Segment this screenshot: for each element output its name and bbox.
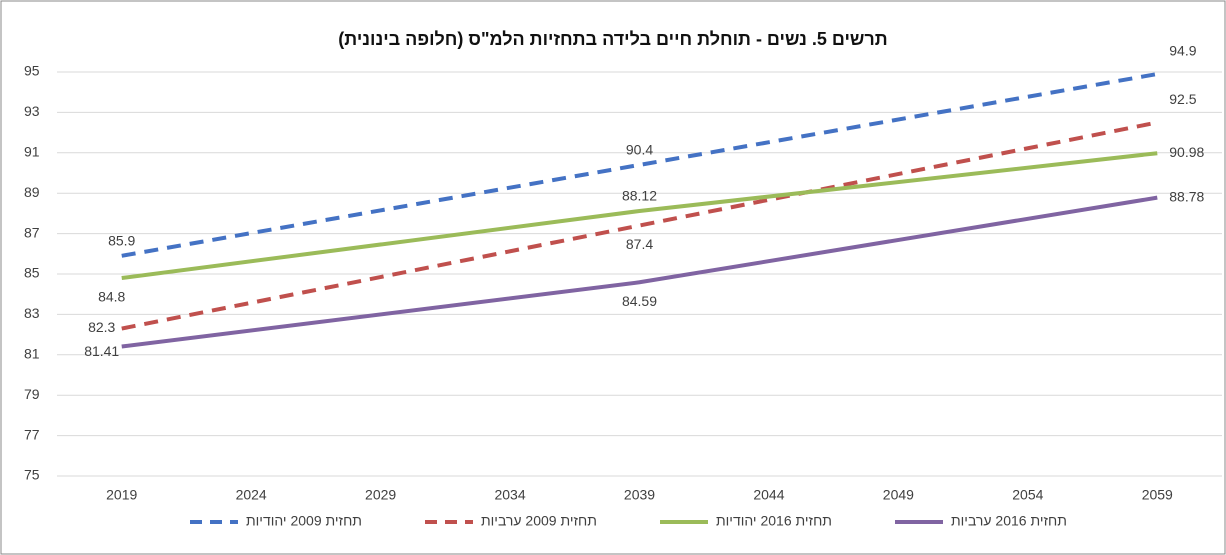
data-label: 81.41: [84, 343, 119, 359]
series-line: [121, 120, 1158, 331]
data-label: 90.4: [626, 142, 653, 158]
data-label: 84.8: [98, 289, 125, 305]
y-tick-label: 87: [24, 224, 40, 240]
y-tick-label: 85: [24, 265, 40, 281]
y-tick-label: 79: [24, 386, 40, 402]
x-tick-label: 2029: [365, 487, 396, 503]
data-label: 94.9: [1169, 43, 1196, 59]
series-line: [121, 151, 1158, 281]
y-tick-label: 91: [24, 144, 40, 160]
y-tick-label: 75: [24, 467, 40, 483]
data-label: 88.12: [622, 188, 657, 204]
series-line: [121, 195, 1158, 349]
data-label: 84.59: [622, 293, 657, 309]
data-label: 90.98: [1169, 144, 1204, 160]
y-tick-label: 81: [24, 346, 40, 362]
data-label: 85.9: [108, 233, 135, 249]
x-tick-label: 2039: [624, 487, 655, 503]
y-tick-label: 83: [24, 305, 40, 321]
legend-label: תחזית 2009 ערביות: [481, 513, 597, 529]
x-tick-label: 2044: [753, 487, 784, 503]
x-tick-label: 2024: [236, 487, 267, 503]
x-tick-label: 2054: [1012, 487, 1043, 503]
x-tick-label: 2049: [883, 487, 914, 503]
x-tick-label: 2019: [106, 487, 137, 503]
data-label: 92.5: [1169, 91, 1196, 107]
series-line: [121, 72, 1158, 258]
data-label: 87.4: [626, 236, 653, 252]
y-tick-label: 95: [24, 63, 40, 79]
data-label: 82.3: [88, 319, 115, 335]
y-tick-label: 89: [24, 184, 40, 200]
chart-title: תרשים 5. נשים - תוחלת חיים בלידה בתחזיות…: [338, 29, 887, 49]
legend-label: תחזית 2009 יהודיות: [246, 513, 362, 529]
x-tick-label: 2034: [494, 487, 525, 503]
y-tick-label: 93: [24, 103, 40, 119]
legend-label: תחזית 2016 יהודיות: [716, 513, 832, 529]
x-tick-label: 2059: [1142, 487, 1173, 503]
legend-label: תחזית 2016 ערביות: [951, 513, 1067, 529]
data-label: 88.78: [1169, 188, 1204, 204]
y-tick-label: 77: [24, 426, 40, 442]
